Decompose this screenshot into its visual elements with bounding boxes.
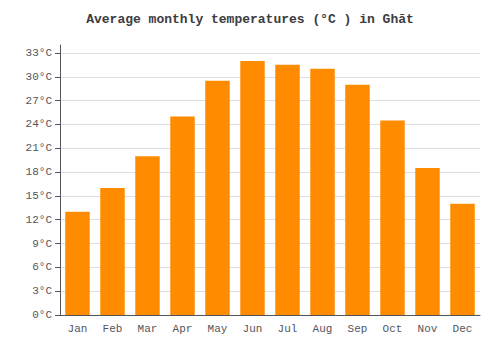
- svg-text:Sep: Sep: [348, 323, 368, 335]
- svg-text:Nov: Nov: [418, 323, 438, 335]
- svg-text:30°C: 30°C: [26, 71, 53, 83]
- svg-text:6°C: 6°C: [32, 261, 52, 273]
- svg-text:Apr: Apr: [173, 323, 193, 335]
- svg-text:Mar: Mar: [138, 323, 158, 335]
- svg-text:Feb: Feb: [103, 323, 123, 335]
- svg-text:Jun: Jun: [243, 323, 263, 335]
- svg-text:Jan: Jan: [68, 323, 88, 335]
- svg-text:21°C: 21°C: [26, 142, 53, 154]
- svg-text:May: May: [208, 323, 228, 335]
- svg-text:Oct: Oct: [383, 323, 403, 335]
- svg-text:18°C: 18°C: [26, 166, 53, 178]
- svg-text:9°C: 9°C: [32, 238, 52, 250]
- svg-text:33°C: 33°C: [26, 47, 53, 59]
- svg-text:Average monthly temperatures (: Average monthly temperatures (°C ) in Gh…: [86, 12, 414, 27]
- svg-text:12°C: 12°C: [26, 214, 53, 226]
- svg-text:Aug: Aug: [313, 323, 333, 335]
- svg-text:27°C: 27°C: [26, 95, 53, 107]
- svg-text:0°C: 0°C: [32, 309, 52, 321]
- svg-text:3°C: 3°C: [32, 285, 52, 297]
- svg-text:24°C: 24°C: [26, 118, 53, 130]
- svg-text:15°C: 15°C: [26, 190, 53, 202]
- svg-text:Jul: Jul: [278, 323, 298, 335]
- svg-text:Dec: Dec: [453, 323, 473, 335]
